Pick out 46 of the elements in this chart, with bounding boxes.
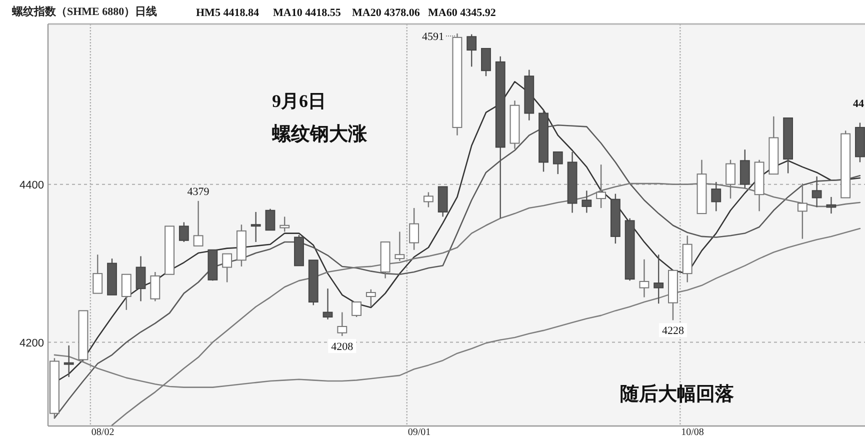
candlestick	[366, 288, 376, 308]
candlestick	[265, 208, 276, 231]
candlestick	[150, 271, 160, 302]
candlestick	[654, 254, 664, 304]
candlestick	[812, 176, 822, 208]
annotation: 4591	[422, 31, 444, 43]
candlestick	[92, 254, 103, 294]
candlestick	[64, 344, 74, 378]
candlestick	[136, 256, 146, 302]
candlestick	[222, 253, 232, 283]
candlestick	[250, 211, 261, 243]
candlestick	[178, 222, 189, 243]
candlestick	[121, 274, 132, 310]
y-tick-label: 4200	[20, 337, 44, 350]
annotation: 随后大幅回落	[620, 383, 734, 405]
text: MA60 4345.92	[428, 7, 496, 19]
candlestick	[740, 148, 750, 189]
annotation: 螺纹钢大涨	[271, 123, 368, 145]
candlestick	[337, 312, 348, 337]
annotation: 4208	[331, 340, 354, 353]
x-tick-label: 08/02	[91, 427, 114, 436]
candlestick	[409, 207, 420, 250]
y-tick-label: 4400	[20, 179, 44, 192]
chart-title: 螺纹指数（SHME 6880）日线	[11, 5, 158, 18]
candlestick	[481, 48, 491, 77]
candlestick	[193, 200, 204, 247]
candlestick	[322, 288, 333, 320]
annotation: 44	[853, 98, 864, 110]
candlestick	[352, 301, 362, 318]
x-tick-label: 09/01	[408, 427, 431, 436]
annotation: 9月6日	[272, 91, 326, 111]
text: MA10 4418.55	[273, 7, 342, 19]
annotation: 4379	[187, 186, 210, 198]
candlestick	[582, 190, 592, 214]
candlestick	[552, 151, 563, 175]
candlestick	[826, 196, 836, 214]
candlestick	[466, 34, 477, 68]
candlestick	[711, 181, 722, 212]
candlestick	[394, 231, 405, 262]
candlestick	[280, 216, 290, 232]
text: HM5 4418.84	[196, 7, 260, 19]
text: MA20 4378.06	[352, 7, 420, 19]
x-tick-label: 10/08	[681, 427, 704, 436]
annotation: 4228	[662, 325, 684, 338]
candlestick	[423, 192, 434, 208]
candlestick	[639, 258, 650, 298]
